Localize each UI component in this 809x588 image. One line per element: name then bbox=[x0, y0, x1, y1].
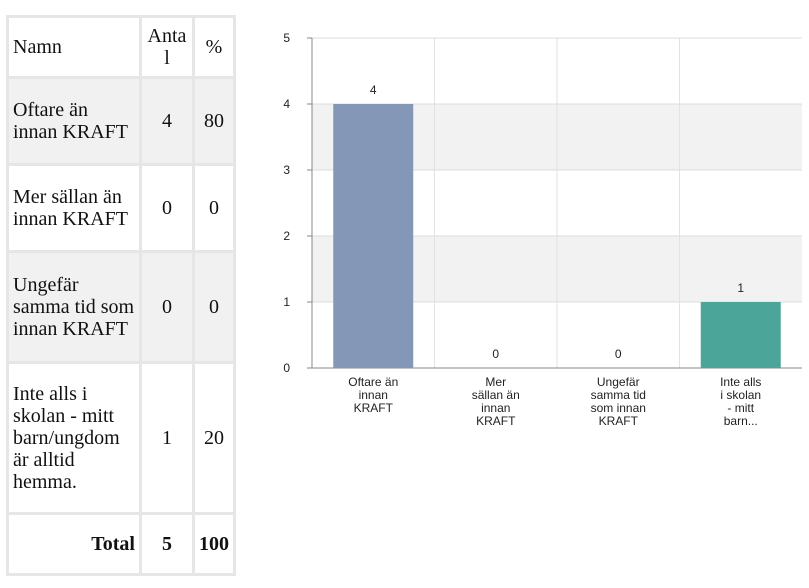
table-total-row: Total 5 100 bbox=[9, 515, 233, 573]
row-count: 1 bbox=[142, 364, 192, 512]
category-label: Ungefär bbox=[597, 375, 640, 389]
category-label: i skolan bbox=[720, 388, 761, 402]
bar bbox=[333, 104, 413, 368]
header-count: Anta l bbox=[142, 18, 192, 76]
results-table: Namn Anta l % Oftare än innan KRAFT 4 80… bbox=[6, 15, 236, 576]
y-tick-label: 5 bbox=[283, 31, 290, 45]
total-percent: 100 bbox=[195, 515, 233, 573]
bar-value-label: 0 bbox=[492, 347, 499, 361]
category-label: barn... bbox=[724, 414, 758, 428]
row-count: 0 bbox=[142, 253, 192, 361]
category-label: KRAFT bbox=[476, 414, 516, 428]
category-label: innan bbox=[359, 388, 388, 402]
row-count: 0 bbox=[142, 166, 192, 250]
category-label: sällan än bbox=[472, 388, 520, 402]
bar bbox=[701, 302, 781, 368]
bar-value-label: 1 bbox=[737, 281, 744, 295]
total-count: 5 bbox=[142, 515, 192, 573]
y-tick-label: 0 bbox=[283, 361, 290, 375]
category-label: KRAFT bbox=[599, 414, 639, 428]
row-percent: 0 bbox=[195, 166, 233, 250]
y-tick-label: 1 bbox=[283, 295, 290, 309]
y-tick-label: 3 bbox=[283, 163, 290, 177]
row-name: Mer sällan än innan KRAFT bbox=[9, 166, 139, 250]
table-row: Ungefär samma tid som innan KRAFT 0 0 bbox=[9, 253, 233, 361]
y-tick-label: 4 bbox=[283, 97, 290, 111]
row-count: 4 bbox=[142, 79, 192, 163]
row-name: Oftare än innan KRAFT bbox=[9, 79, 139, 163]
bar-value-label: 4 bbox=[370, 83, 377, 97]
table-row: Mer sällan än innan KRAFT 0 0 bbox=[9, 166, 233, 250]
row-name: Ungefär samma tid som innan KRAFT bbox=[9, 253, 139, 361]
row-percent: 20 bbox=[195, 364, 233, 512]
bar-value-label: 0 bbox=[615, 347, 622, 361]
category-label: Oftare än bbox=[348, 375, 398, 389]
category-label: samma tid bbox=[591, 388, 646, 402]
row-name: Inte alls i skolan - mitt barn/ungdom är… bbox=[9, 364, 139, 512]
category-label: KRAFT bbox=[354, 401, 394, 415]
row-percent: 0 bbox=[195, 253, 233, 361]
y-tick-label: 2 bbox=[283, 229, 290, 243]
table-row: Inte alls i skolan - mitt barn/ungdom är… bbox=[9, 364, 233, 512]
row-percent: 80 bbox=[195, 79, 233, 163]
category-label: som innan bbox=[591, 401, 646, 415]
table-header-row: Namn Anta l % bbox=[9, 18, 233, 76]
category-label: innan bbox=[481, 401, 510, 415]
category-label: - mitt bbox=[727, 401, 754, 415]
category-label: Inte alls bbox=[720, 375, 761, 389]
table-row: Oftare än innan KRAFT 4 80 bbox=[9, 79, 233, 163]
header-name: Namn bbox=[9, 18, 139, 76]
category-label: Mer bbox=[485, 375, 506, 389]
header-percent: % bbox=[195, 18, 233, 76]
total-label: Total bbox=[9, 515, 139, 573]
